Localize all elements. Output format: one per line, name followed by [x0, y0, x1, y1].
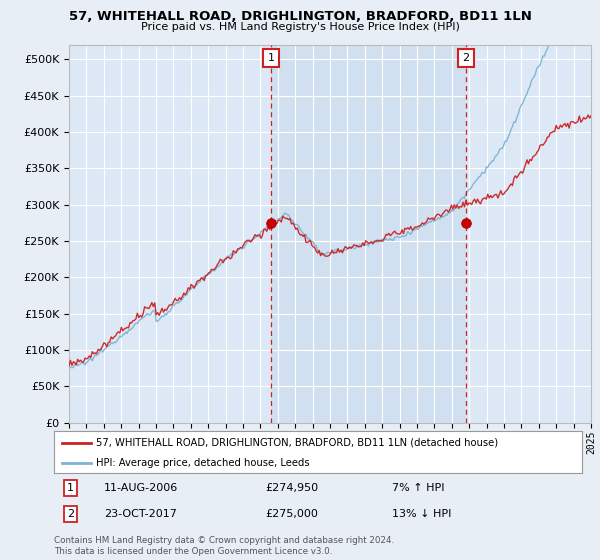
Text: HPI: Average price, detached house, Leeds: HPI: Average price, detached house, Leed…: [96, 458, 310, 468]
Text: 1: 1: [67, 483, 74, 493]
Text: 13% ↓ HPI: 13% ↓ HPI: [392, 509, 451, 519]
Text: Price paid vs. HM Land Registry's House Price Index (HPI): Price paid vs. HM Land Registry's House …: [140, 22, 460, 32]
Bar: [271, 45, 466, 423]
Text: 2: 2: [462, 53, 469, 63]
Text: 2: 2: [67, 509, 74, 519]
Text: 7% ↑ HPI: 7% ↑ HPI: [392, 483, 445, 493]
Text: 11-AUG-2006: 11-AUG-2006: [104, 483, 178, 493]
Text: 23-OCT-2017: 23-OCT-2017: [104, 509, 177, 519]
Text: £274,950: £274,950: [265, 483, 319, 493]
Text: 57, WHITEHALL ROAD, DRIGHLINGTON, BRADFORD, BD11 1LN (detached house): 57, WHITEHALL ROAD, DRIGHLINGTON, BRADFO…: [96, 438, 499, 448]
Text: Contains HM Land Registry data © Crown copyright and database right 2024.
This d: Contains HM Land Registry data © Crown c…: [54, 536, 394, 556]
Text: 1: 1: [268, 53, 274, 63]
Text: 57, WHITEHALL ROAD, DRIGHLINGTON, BRADFORD, BD11 1LN: 57, WHITEHALL ROAD, DRIGHLINGTON, BRADFO…: [68, 10, 532, 23]
Text: £275,000: £275,000: [265, 509, 318, 519]
